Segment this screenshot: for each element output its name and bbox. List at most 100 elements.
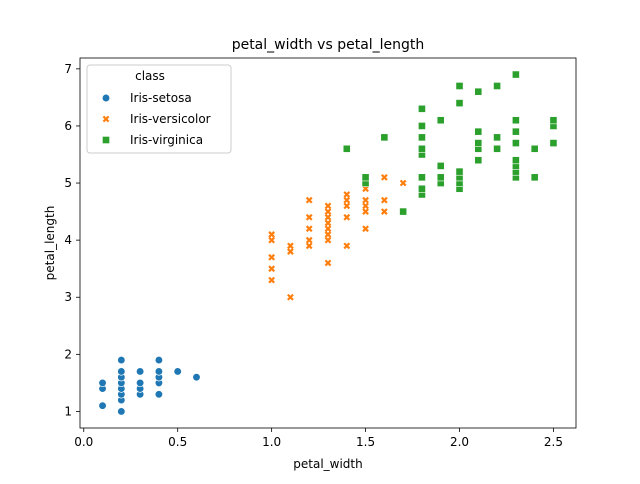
data-point [530,144,539,153]
data-point [436,173,445,182]
data-point [268,231,276,238]
data-point [549,116,558,125]
data-point [324,236,332,244]
data-point [324,202,332,210]
y-tick-label: 1 [64,404,72,418]
legend-box [86,64,232,154]
legend-marker [102,115,110,123]
data-point [342,144,351,153]
data-point [154,367,164,376]
legend: class Iris-setosa Iris-versicolor Iris-vir… [86,64,232,154]
data-point [362,185,369,193]
x-tick-label: 2.5 [544,435,563,449]
y-tick-label: 5 [64,176,72,190]
data-point [305,213,313,221]
data-point [154,355,164,365]
data-point [380,173,388,181]
y-tick-label: 3 [64,290,72,304]
data-point [362,208,369,215]
x-tick-label: 0.0 [74,435,93,449]
data-point [418,133,426,142]
legend-entry-label: Iris-virginica [130,133,203,147]
data-point [511,156,520,165]
data-point [268,265,276,273]
data-point [135,367,145,376]
x-tick-label: 1.5 [356,435,375,449]
series-iris-virginica [342,70,558,216]
legend-entry-label: Iris-versicolor [130,112,211,126]
x-tick-label: 2.0 [450,435,469,449]
data-point [493,82,501,90]
legend-marker [102,136,110,144]
legend-marker [101,93,111,103]
y-tick-label: 2 [64,347,72,361]
data-point [343,242,351,250]
data-point [117,367,126,376]
data-point [380,208,388,215]
data-point [549,139,558,147]
data-point [455,167,464,176]
data-point [361,173,370,182]
data-point [287,293,294,301]
data-point [343,202,351,210]
data-point [455,82,464,90]
data-point [287,248,294,255]
data-point [287,242,294,250]
chart-title: petal_width vs petal_length [232,37,425,53]
x-axis-label: petal_width [293,457,362,471]
data-point [324,208,332,215]
data-point [117,355,126,365]
data-point [305,242,313,250]
data-point [324,259,332,267]
series-iris-versicolor [268,173,407,301]
data-point [418,104,426,113]
data-point [511,127,520,136]
data-point [380,133,389,142]
data-point [98,401,107,410]
points-layer [98,70,558,416]
data-point [343,196,351,204]
y-tick-label: 6 [64,119,72,133]
data-point [268,253,276,261]
data-point [154,390,164,399]
data-point [474,139,483,147]
data-point [305,225,313,233]
data-point [362,202,369,210]
data-point [324,231,332,238]
plot-area-frame [79,57,577,429]
legend-entries: Iris-setosa Iris-versicolor Iris-virginica [101,91,211,147]
data-point [324,213,332,221]
y-axis-ticks: 1 2 3 4 5 6 7 [64,62,80,418]
x-tick-label: 0.5 [168,435,187,449]
data-point [268,236,276,244]
data-point [305,236,313,244]
data-point [268,276,276,284]
data-point [173,367,182,376]
data-point [362,196,369,204]
data-point [192,373,201,382]
y-tick-label: 4 [64,233,72,247]
series-iris-setosa [98,355,201,416]
data-point [399,179,407,187]
data-point [511,70,520,79]
legend-entry-label: Iris-setosa [130,91,192,105]
data-point [493,144,501,153]
data-point [418,122,426,130]
data-point [98,378,107,388]
data-point [418,184,426,193]
data-point [455,99,464,108]
data-point [418,173,426,182]
data-point [436,116,445,125]
x-tick-label: 1.0 [262,435,281,449]
data-point [343,191,351,198]
data-point [436,162,445,170]
data-point [362,225,369,233]
data-point [474,127,483,136]
data-point [511,139,520,147]
data-point [324,225,332,233]
data-point [493,133,501,142]
legend-title: class [135,69,165,83]
y-axis-label: petal_length [43,206,57,281]
data-point [399,207,408,216]
